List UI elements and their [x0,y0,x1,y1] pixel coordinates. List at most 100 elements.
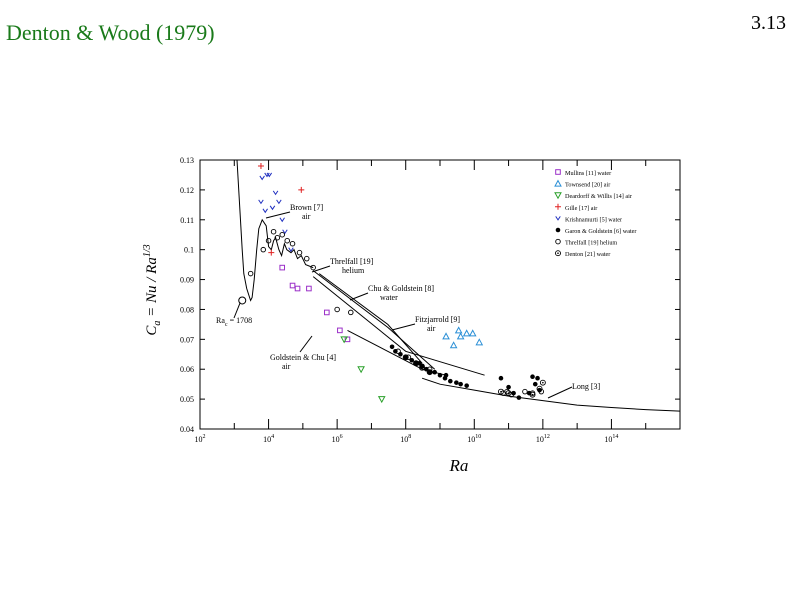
garon-point [530,374,535,379]
denton-point-center [538,387,541,390]
krishnamurti-point [279,217,285,223]
threlfall-point [265,237,272,244]
x-tick-label: 1012 [536,434,550,444]
brown-curve [236,159,314,302]
x-tick-label: 106 [332,434,343,444]
curve-label: water [380,293,398,302]
townsend-point [475,338,484,346]
ra-critical-label: Rac = 1708 [216,316,252,328]
threlfall-point [395,348,401,355]
y-tick-label: 0.04 [180,425,194,434]
curve-label: Goldstein & Chu [4] [270,353,336,362]
mullins-point [337,327,343,334]
denton-point [529,391,536,398]
krishnamurti-point [259,175,265,181]
gille-point [268,249,275,256]
threlfall-point [260,246,267,253]
krishnamurti-point [262,208,268,214]
garon-point [464,383,469,388]
threlfall-point [334,306,340,313]
krishnamurti-point [272,190,279,196]
legend-label: Garon & Goldstein [6] water [565,228,636,235]
legend-marker [555,227,561,233]
threlfall-point [296,249,303,256]
curve-label: Chu & Goldstein [8] [368,284,434,293]
legend-label: Gille [17] air [565,205,597,212]
x-tick-label: 104 [263,434,274,444]
y-tick-label: 0.13 [180,156,194,165]
denton-point [539,379,546,386]
label-leader [311,265,331,273]
threlfall-point [284,237,290,244]
mullins-point [279,264,286,271]
legend-marker [554,192,562,200]
denton-point [498,388,504,395]
denton-point [413,360,419,367]
krishnamurti-point [258,199,264,205]
threlfall-point [247,270,254,277]
curve-label: Long [3] [572,382,601,391]
legend-label: Deardorff & Willis [14] air [565,193,632,200]
denton-point-center [421,366,423,369]
mullins-point [289,282,296,289]
mullins-point [294,285,301,292]
legend-marker [555,169,561,175]
denton-point-center [415,362,417,365]
threlfall-point [504,388,510,395]
denton-point [419,364,426,371]
denton-point [536,385,543,392]
label-leader [349,292,369,301]
slide-title: Denton & Wood (1979) [6,20,215,45]
threlfall-point [270,228,277,235]
threlfall-point [348,309,354,316]
curve-label: helium [342,266,365,275]
krishnamurti-point [282,229,288,235]
y-tick-label: 0.05 [180,395,194,404]
threlfall-curve [318,273,423,364]
long-curve [421,377,681,412]
legend-marker [555,250,561,257]
townsend-point [454,326,463,334]
townsend-point [462,329,471,337]
curve-label: Brown [7] [290,203,323,212]
legend-label: Mullins [11] water [565,170,611,177]
curve-label: air [302,212,311,221]
gille-point [257,162,264,169]
y-tick-label: 0.08 [180,305,194,314]
gille-point [298,186,305,193]
denton-point [402,354,409,361]
denton-point-center [404,356,407,359]
denton-point-center [507,392,510,394]
x-tick-label: 1010 [467,434,481,444]
denton-point-center [428,371,431,374]
y-tick-label: 0.09 [180,276,194,285]
slide-number: 3.13 [751,12,786,34]
denton-point [505,390,512,397]
threlfall-point [304,255,310,262]
curve-label: air [282,362,291,371]
garon-point [506,384,511,390]
townsend-point [442,332,450,340]
goldstein-chu-curve [347,329,447,376]
y-tick-label: 0.06 [180,365,194,374]
townsend-point [449,341,458,349]
mullins-point [324,309,330,316]
y-tick-label: 0.12 [180,186,194,195]
deardorff-point [340,336,348,344]
label-leader [265,211,291,219]
label-leader [299,335,313,353]
garon-point [454,380,459,385]
deardorff-point [357,366,365,374]
legend-label: Denton [21] water [565,251,610,258]
denton-point-center [500,390,502,393]
mullins-point [306,285,312,292]
legend-label: Krishnamurti [5] water [565,216,622,223]
krishnamurti-point [269,205,276,211]
garon-point [535,375,540,381]
garon-point [448,378,453,384]
krishnamurti-point [266,172,273,178]
garon-point [443,372,449,378]
curve-label: Fitzjarrold [9] [415,315,460,324]
threlfall-point [279,231,285,238]
label-leader [391,323,416,331]
